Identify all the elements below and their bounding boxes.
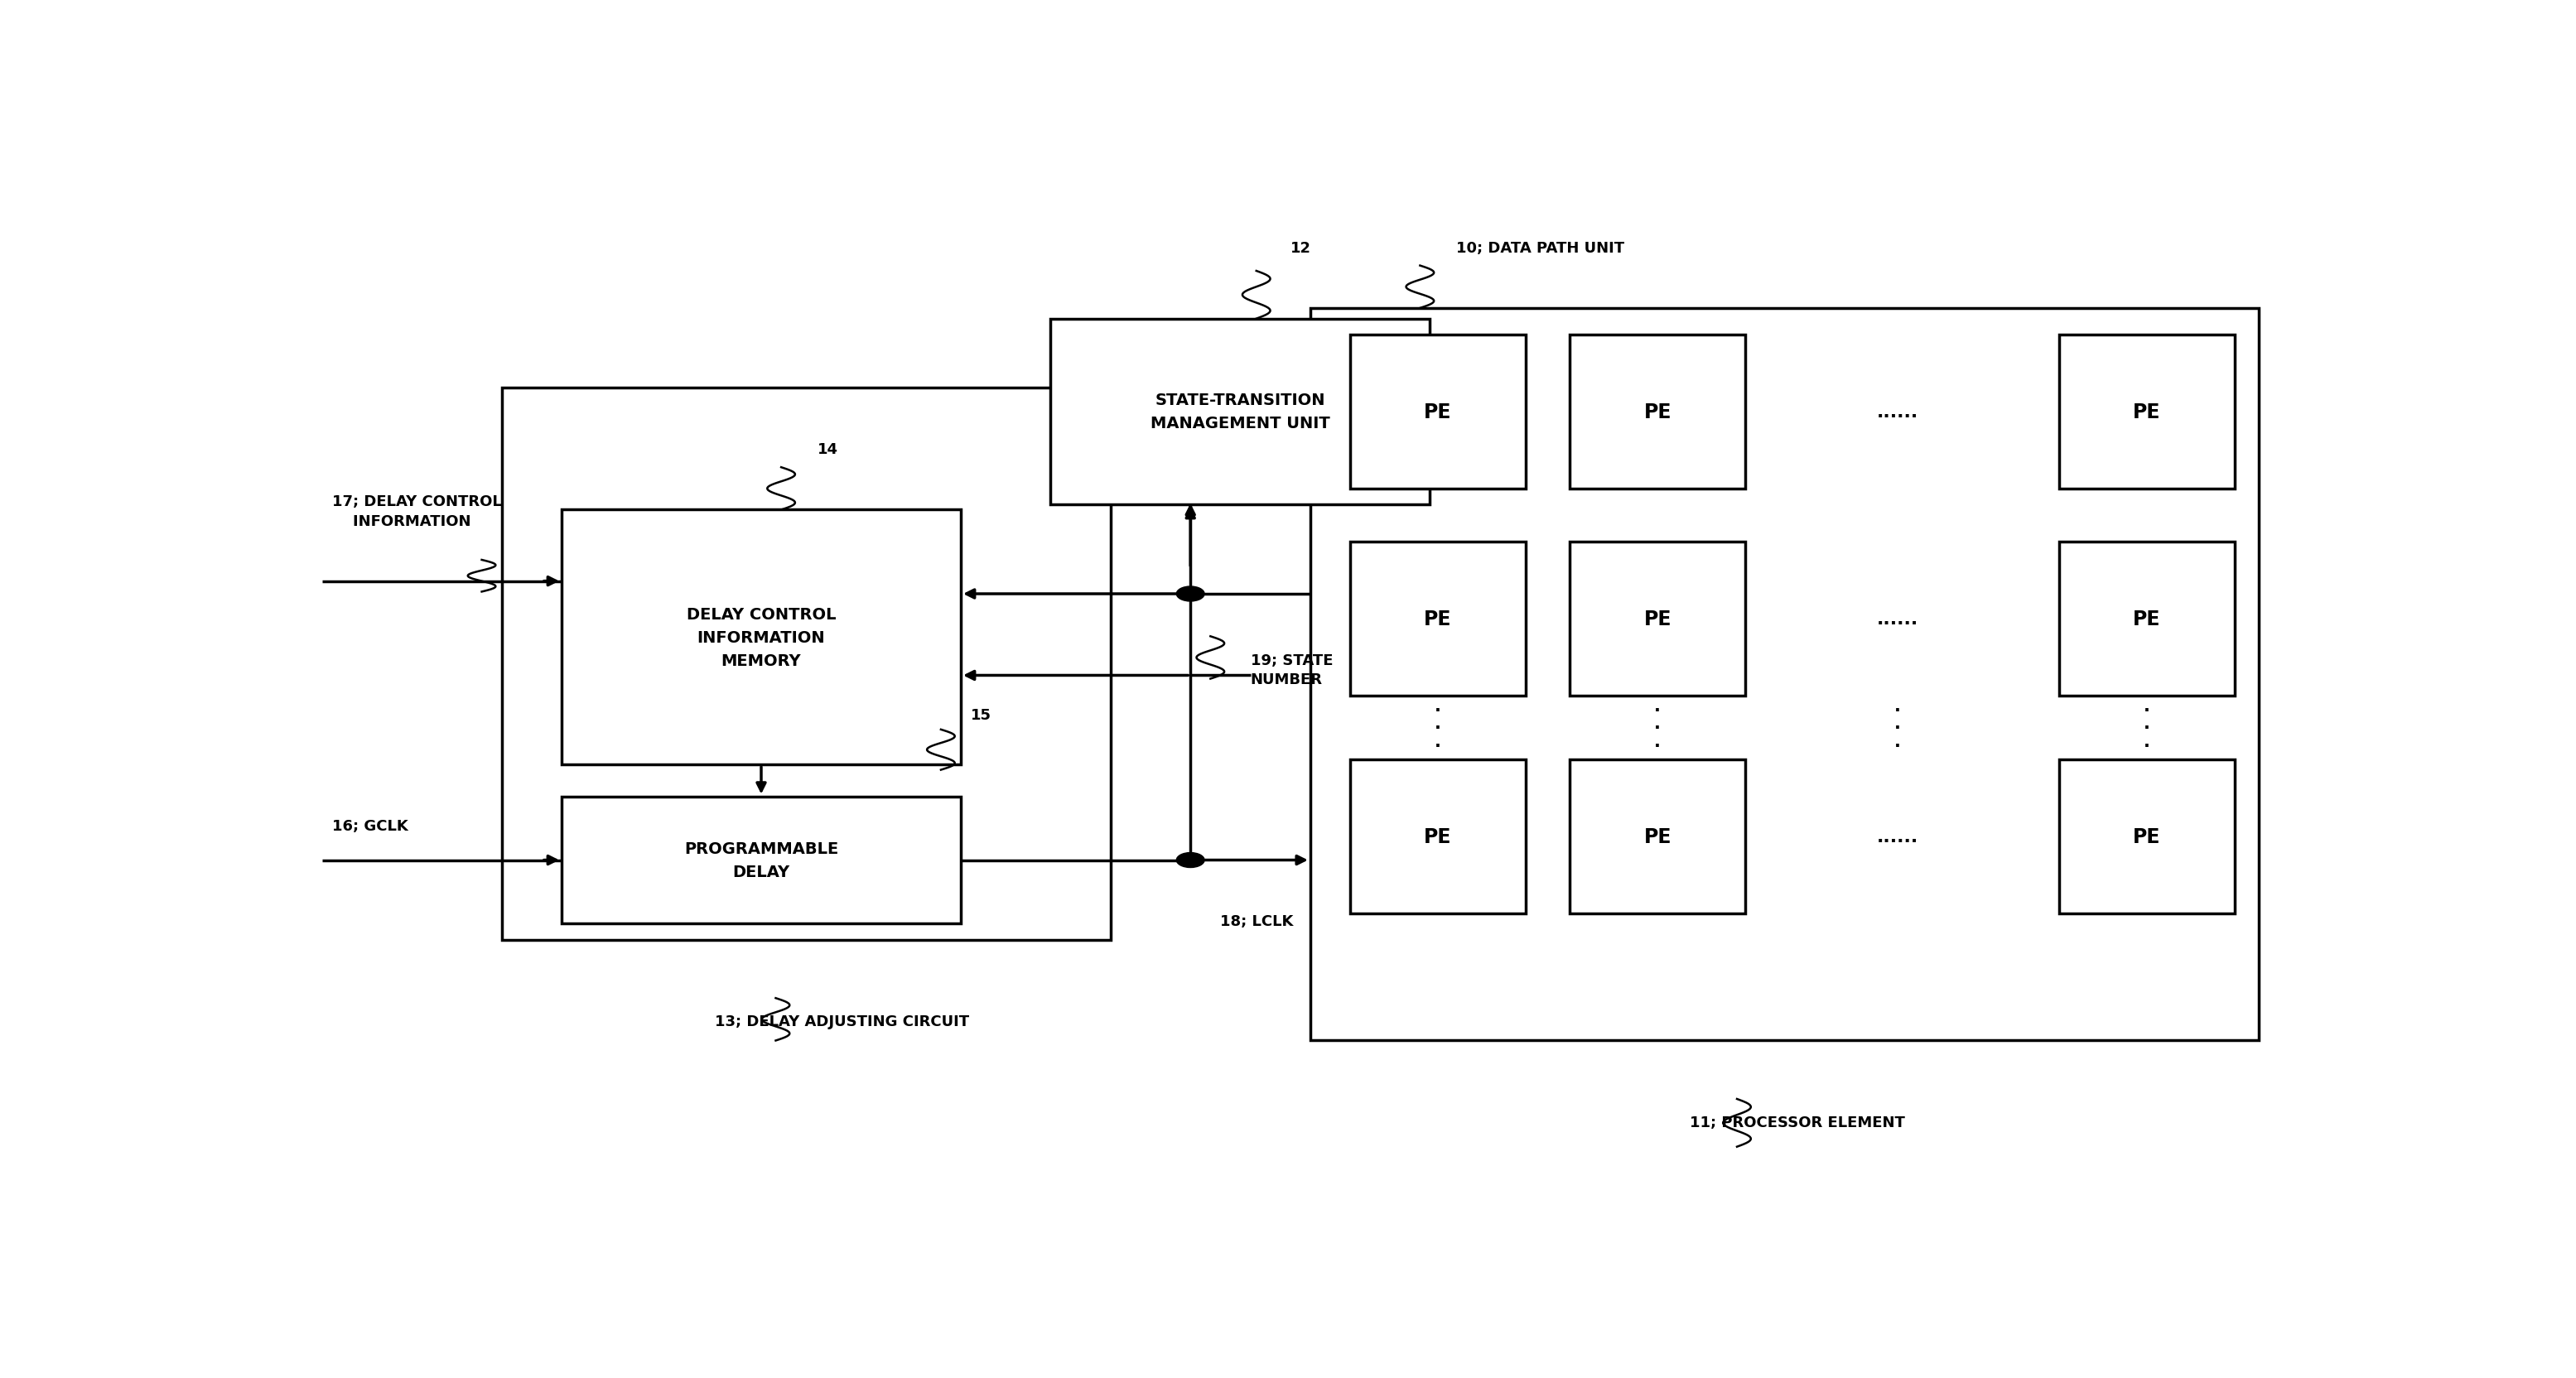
Text: PROGRAMMABLE
DELAY: PROGRAMMABLE DELAY	[685, 841, 837, 879]
Text: PE: PE	[1425, 402, 1453, 422]
Text: ·
·
·: · · ·	[1435, 701, 1440, 754]
Text: 18; LCLK: 18; LCLK	[1221, 914, 1293, 929]
Text: ......: ......	[1875, 404, 1919, 420]
Bar	[502, 389, 1110, 940]
Bar	[562, 796, 961, 925]
Text: ·
·
·: · · ·	[2143, 701, 2151, 754]
Circle shape	[1177, 587, 1206, 602]
Bar	[1569, 759, 1747, 914]
Text: PE: PE	[2133, 827, 2161, 846]
Text: ·
·
·: · · ·	[1893, 701, 1901, 754]
Text: PE: PE	[1425, 609, 1453, 628]
Text: 16; GCLK: 16; GCLK	[332, 819, 407, 834]
Bar	[1569, 542, 1747, 696]
Bar	[2058, 759, 2233, 914]
Text: 14: 14	[817, 442, 837, 457]
Text: ......: ......	[1875, 610, 1919, 627]
Text: 15: 15	[971, 707, 992, 722]
Bar	[2058, 335, 2233, 489]
Text: STATE-TRANSITION
MANAGEMENT UNIT: STATE-TRANSITION MANAGEMENT UNIT	[1151, 393, 1329, 431]
Text: PE: PE	[1425, 827, 1453, 846]
Bar	[1350, 542, 1525, 696]
Circle shape	[1177, 853, 1206, 868]
Text: PE: PE	[1643, 609, 1672, 628]
Bar	[1311, 309, 2259, 1040]
Text: PE: PE	[1643, 402, 1672, 422]
Text: ·
·
·: · · ·	[1654, 701, 1662, 754]
Bar	[1350, 759, 1525, 914]
Bar	[1051, 320, 1430, 504]
Text: 19; STATE
NUMBER: 19; STATE NUMBER	[1249, 653, 1332, 688]
Bar	[1569, 335, 1747, 489]
Text: 11; PROCESSOR ELEMENT: 11; PROCESSOR ELEMENT	[1690, 1115, 1904, 1130]
Text: 10; DATA PATH UNIT: 10; DATA PATH UNIT	[1455, 241, 1625, 255]
Text: PE: PE	[1643, 827, 1672, 846]
Text: 17; DELAY CONTROL
    INFORMATION: 17; DELAY CONTROL INFORMATION	[332, 495, 502, 528]
Text: DELAY CONTROL
INFORMATION
MEMORY: DELAY CONTROL INFORMATION MEMORY	[685, 606, 837, 668]
Bar	[2058, 542, 2233, 696]
Text: ......: ......	[1875, 828, 1919, 845]
Text: 12: 12	[1291, 241, 1311, 255]
Text: PE: PE	[2133, 402, 2161, 422]
Text: 13; DELAY ADJUSTING CIRCUIT: 13; DELAY ADJUSTING CIRCUIT	[714, 1014, 969, 1029]
Bar	[562, 510, 961, 765]
Bar	[1350, 335, 1525, 489]
Text: PE: PE	[2133, 609, 2161, 628]
